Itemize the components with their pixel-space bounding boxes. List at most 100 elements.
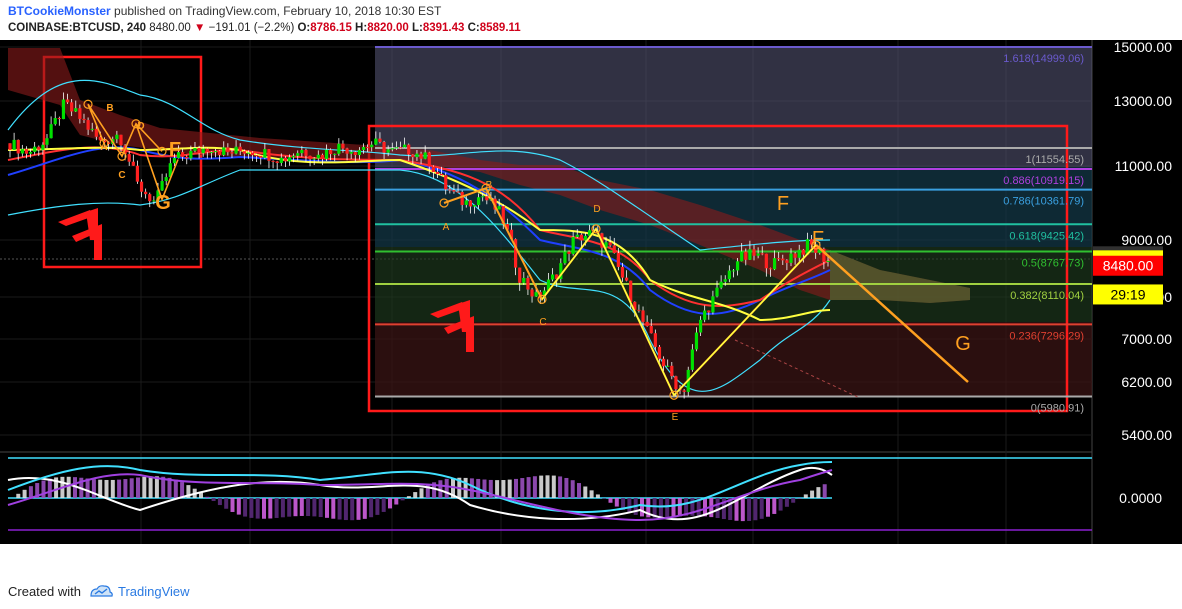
- candle-body: [534, 292, 538, 297]
- candle-body: [657, 346, 662, 359]
- osc-bar: [312, 498, 317, 517]
- candle-body: [707, 310, 711, 313]
- candles-layer: [8, 92, 830, 399]
- candle-body: [107, 142, 111, 144]
- candle-body: [168, 163, 172, 178]
- candle-body: [292, 155, 296, 158]
- candle-body: [33, 146, 37, 152]
- osc-bar: [98, 479, 103, 498]
- candle-body: [127, 154, 131, 162]
- candle-body: [41, 144, 45, 150]
- harmonic-patterns: A B C D F G A B C D E F G F: [58, 99, 971, 423]
- author-name[interactable]: BTCookieMonster: [8, 4, 111, 18]
- osc-bar: [388, 498, 392, 509]
- candle-body: [37, 146, 41, 150]
- fib-label: 0.886(10919.15): [1003, 175, 1084, 187]
- candle-body: [144, 191, 148, 195]
- candle-body: [230, 152, 234, 154]
- candle-body: [333, 153, 337, 155]
- candle-body: [801, 249, 805, 255]
- pattern-main-label: C: [539, 317, 546, 328]
- osc-bar: [280, 498, 285, 518]
- candle-body: [579, 234, 583, 241]
- symbol-label[interactable]: COINBASE:BTCUSD, 240: [8, 22, 147, 34]
- osc-bar: [287, 498, 292, 517]
- osc-bar: [539, 475, 544, 498]
- candle-body: [744, 251, 748, 260]
- candle-body: [785, 260, 789, 263]
- candle-body: [423, 152, 427, 159]
- candle-body: [456, 191, 460, 193]
- osc-bar: [690, 498, 695, 516]
- osc-bar: [507, 479, 512, 498]
- candle-body: [661, 358, 666, 367]
- candle-body: [238, 146, 242, 152]
- pattern-small-point: [99, 138, 109, 148]
- osc-bar: [558, 476, 563, 498]
- y-tick-label: 9000.00: [1121, 232, 1172, 248]
- candle-body: [805, 239, 810, 255]
- candle-body: [201, 148, 205, 154]
- osc-bar: [199, 492, 203, 498]
- osc-bar: [778, 498, 783, 511]
- osc-bar: [337, 498, 342, 520]
- osc-bar: [425, 485, 430, 498]
- candle-body: [694, 332, 699, 350]
- candle-body: [24, 149, 29, 154]
- candle-body: [218, 151, 222, 155]
- candle-body: [624, 277, 629, 281]
- osc-bar: [41, 480, 46, 498]
- pattern-main-label: F: [812, 228, 824, 250]
- osc-bar: [16, 493, 21, 498]
- candle-body: [90, 128, 94, 130]
- candle-body: [164, 177, 168, 182]
- candle-body: [760, 253, 764, 255]
- price-tag-label: 8480.00: [1103, 258, 1154, 274]
- candle-body: [242, 151, 246, 154]
- pattern-box-main: [367, 124, 1069, 413]
- candle-body: [386, 149, 390, 153]
- osc-bar: [577, 483, 581, 498]
- candle-body: [275, 161, 279, 163]
- candle-body: [193, 148, 197, 151]
- osc-bar: [589, 490, 594, 498]
- candle-body: [312, 158, 316, 160]
- osc-bar: [501, 480, 506, 498]
- chart-header: BTCookieMonster published on TradingView…: [0, 0, 1182, 40]
- osc-bar: [205, 496, 210, 498]
- osc-bar: [772, 498, 777, 514]
- big-f-label: F: [777, 193, 789, 215]
- ma-yellow: [7, 146, 831, 322]
- candle-body: [139, 181, 144, 192]
- osc-bar: [677, 498, 682, 517]
- pattern-main-point: [439, 198, 449, 208]
- osc-bar: [224, 498, 229, 509]
- candle-body: [366, 147, 370, 149]
- candle-body: [777, 258, 781, 260]
- footer: Created with TradingView: [0, 575, 1182, 609]
- osc-zero-label: 0.0000: [1119, 490, 1162, 506]
- candle-body: [176, 152, 181, 158]
- candle-body: [181, 152, 185, 157]
- tradingview-brand[interactable]: TradingView: [118, 584, 190, 599]
- fib-label: 0.236(7296.29): [1009, 330, 1084, 342]
- osc-bar: [438, 480, 443, 498]
- candle-body: [629, 280, 633, 302]
- candle-body: [444, 175, 448, 190]
- osc-bar: [22, 489, 27, 498]
- bollinger-bands: [7, 79, 861, 399]
- candle-body: [789, 253, 793, 263]
- candle-body: [308, 155, 312, 160]
- candle-body: [197, 148, 201, 154]
- candle-body: [818, 248, 822, 253]
- candle-body: [452, 190, 456, 192]
- candle-body: [485, 196, 489, 201]
- candle-body: [719, 281, 723, 288]
- candle-body: [448, 189, 452, 191]
- osc-bar: [262, 498, 266, 519]
- pattern-small-label: G: [155, 192, 171, 214]
- price-change: −191.01 (−2.2%): [208, 22, 295, 34]
- osc-bar: [482, 479, 487, 498]
- price-chart[interactable]: 1.618(14999.06) 1(11554.55) 0.886(10919.15…: [0, 40, 1182, 575]
- candle-body: [546, 279, 551, 291]
